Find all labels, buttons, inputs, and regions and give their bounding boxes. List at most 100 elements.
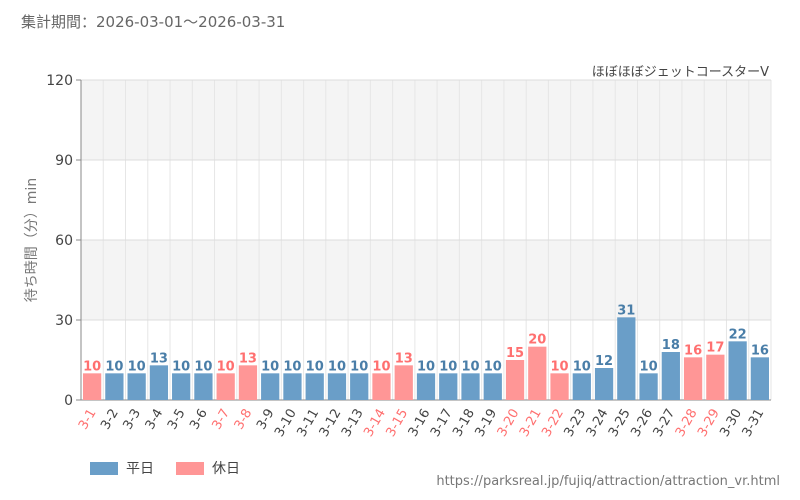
legend: 平日 休日 xyxy=(90,458,262,478)
legend-item-holiday[interactable]: 休日 xyxy=(176,458,240,478)
data-label: 10 xyxy=(172,359,190,374)
data-labels: 10 10 10 13 10 10 10 13 10 10 10 10 10 10 13 10 10 10 10 15… xyxy=(83,303,769,374)
data-label: 10 xyxy=(306,359,324,374)
x-tick-label: 3-10 xyxy=(272,407,300,440)
data-label: 12 xyxy=(595,354,613,369)
x-tick-label: 3-11 xyxy=(294,407,322,440)
data-label: 10 xyxy=(417,359,435,374)
bar xyxy=(483,373,502,400)
holiday-swatch xyxy=(176,461,204,475)
x-tick-label: 3-22 xyxy=(539,407,567,440)
grid-lines xyxy=(80,79,772,401)
data-label: 18 xyxy=(662,338,680,353)
data-label: 10 xyxy=(217,359,235,374)
data-label: 16 xyxy=(751,343,769,358)
data-label: 10 xyxy=(261,359,279,374)
background-band xyxy=(81,80,771,160)
bar xyxy=(216,373,235,400)
data-label: 10 xyxy=(573,359,591,374)
bar xyxy=(283,373,302,400)
x-tick-label: 3-29 xyxy=(695,407,723,440)
x-tick-label: 3-3 xyxy=(121,407,145,433)
data-label: 13 xyxy=(395,351,413,366)
y-tick-label: 90 xyxy=(55,153,73,169)
attraction-name: ほぼほぼジェットコースターV xyxy=(591,65,769,80)
bar xyxy=(439,373,458,400)
bar xyxy=(505,360,525,400)
bar xyxy=(661,352,680,400)
data-label: 10 xyxy=(350,359,368,374)
bar xyxy=(528,346,547,400)
bar xyxy=(83,373,102,400)
x-tick-label: 3-1 xyxy=(76,407,100,433)
data-label: 13 xyxy=(150,351,168,366)
data-label: 10 xyxy=(439,359,457,374)
x-tick-label: 3-31 xyxy=(740,407,768,440)
y-tick-label: 0 xyxy=(64,393,73,409)
data-label: 10 xyxy=(484,359,502,374)
x-tick-label: 3-19 xyxy=(472,406,500,439)
x-tick-label: 3-30 xyxy=(717,407,745,440)
bar xyxy=(683,357,703,400)
background-band xyxy=(81,240,771,320)
x-tick-label: 3-16 xyxy=(406,407,434,440)
x-tick-label: 3-4 xyxy=(143,407,167,433)
data-label: 10 xyxy=(640,359,658,374)
data-label: 10 xyxy=(83,359,101,374)
bar xyxy=(238,365,258,400)
weekday-swatch xyxy=(90,461,118,475)
data-label: 10 xyxy=(328,359,346,374)
data-label: 10 xyxy=(551,359,569,374)
bar xyxy=(372,373,391,400)
bar xyxy=(706,354,725,400)
x-tick-label: 3-21 xyxy=(517,407,545,440)
bar xyxy=(327,373,347,400)
y-tick-label: 120 xyxy=(46,73,73,89)
background-bands xyxy=(81,80,771,320)
legend-label-holiday: 休日 xyxy=(212,461,240,477)
x-tick-label: 3-23 xyxy=(562,407,590,440)
bar xyxy=(350,373,369,400)
bar xyxy=(305,373,324,400)
data-label: 17 xyxy=(706,341,724,356)
y-axis-ticks: 0 30 60 90 120 xyxy=(46,73,81,409)
legend-label-weekday: 平日 xyxy=(126,461,154,477)
y-axis-label: 待ち時間（分）min xyxy=(24,178,40,302)
bar xyxy=(572,373,591,400)
x-tick-label: 3-17 xyxy=(428,407,456,440)
x-tick-label: 3-13 xyxy=(339,407,367,440)
bar xyxy=(461,373,480,400)
x-tick-label: 3-12 xyxy=(317,407,345,440)
data-label: 15 xyxy=(506,346,524,361)
source-url: https://parksreal.jp/fujiq/attraction/at… xyxy=(436,474,780,489)
data-label: 10 xyxy=(128,359,146,374)
bar xyxy=(416,373,436,400)
x-tick-label: 3-15 xyxy=(383,407,411,440)
x-axis-labels: 3-13-23-33-43-53-63-73-83-93-103-113-123… xyxy=(76,406,767,439)
bar xyxy=(639,373,658,400)
y-tick-label: 30 xyxy=(55,313,73,329)
x-tick-label: 3-2 xyxy=(98,407,122,433)
data-label: 10 xyxy=(283,359,301,374)
data-label: 10 xyxy=(372,359,390,374)
bar xyxy=(105,373,124,400)
period-label: 集計期間：2026-03-01〜2026-03-31 xyxy=(21,13,286,31)
bar xyxy=(261,373,280,400)
data-label: 16 xyxy=(684,343,702,358)
bar xyxy=(149,365,169,400)
data-label: 10 xyxy=(105,359,123,374)
x-tick-label: 3-14 xyxy=(361,407,389,440)
bar xyxy=(617,317,636,400)
x-tick-label: 3-5 xyxy=(165,407,189,433)
y-tick-label: 60 xyxy=(55,233,73,249)
legend-item-weekday[interactable]: 平日 xyxy=(90,458,154,478)
data-label: 22 xyxy=(729,327,747,342)
bar xyxy=(750,357,769,400)
x-tick-label: 3-18 xyxy=(450,407,478,440)
x-tick-label: 3-20 xyxy=(495,407,523,440)
x-tick-label: 3-25 xyxy=(606,407,634,440)
x-tick-label: 3-27 xyxy=(651,407,679,440)
x-tick-label: 3-24 xyxy=(584,407,612,440)
x-tick-label: 3-26 xyxy=(628,407,656,440)
